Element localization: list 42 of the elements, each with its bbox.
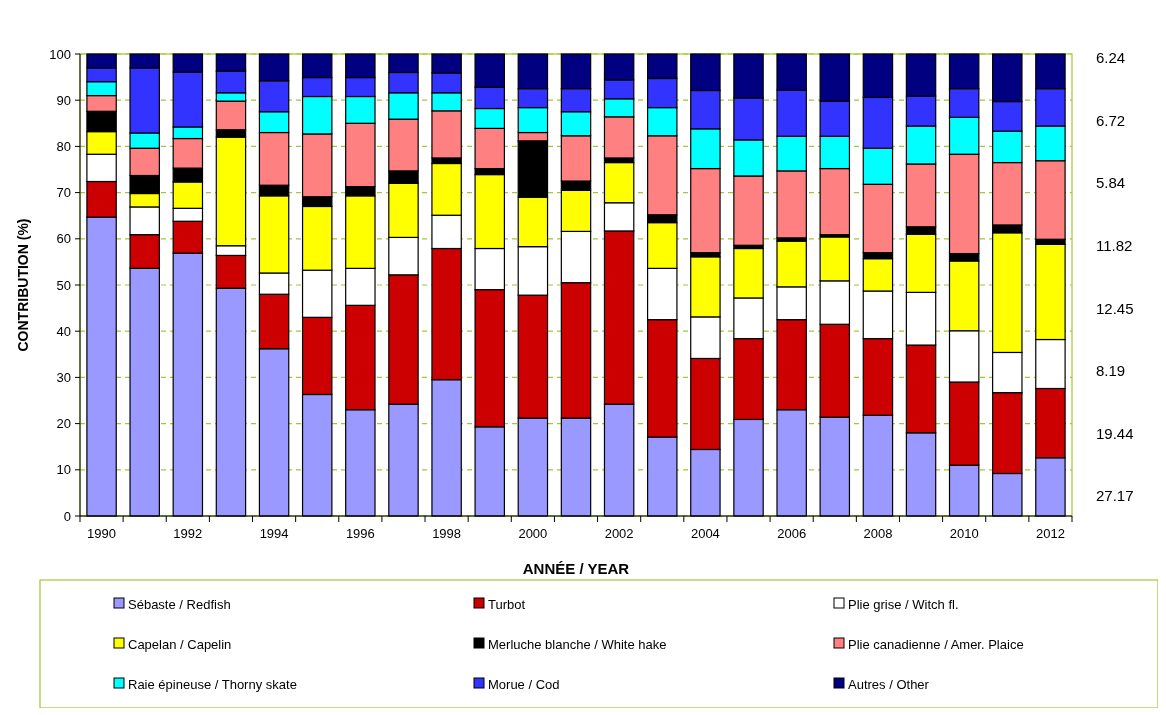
x-tick-label: 1996 (345, 526, 375, 541)
y-tick-label: 50 (56, 277, 71, 293)
text: 12.45 (1096, 299, 1134, 317)
y-tick-label: 10 (56, 462, 71, 478)
y-tick-label: 20 (56, 416, 71, 432)
legend-label: Capelan / Capelin (128, 636, 232, 652)
y-tick-label: 90 (56, 92, 71, 108)
x-tick-label: 1998 (432, 526, 462, 541)
text: 6.24 (1096, 49, 1126, 67)
text: 6.72 (1096, 111, 1126, 129)
x-tick-label: 2000 (518, 526, 548, 541)
x-tick-label: 2002 (604, 526, 634, 541)
x-tick-label: 2004 (690, 526, 720, 541)
legend-label: Raie épineuse / Thorny skate (128, 676, 297, 692)
x-tick-label: 2008 (863, 526, 893, 541)
legend-label: Plie grise / Witch fl. (848, 596, 959, 612)
text: 19.44 (1096, 424, 1134, 442)
y-tick-label: 40 (56, 323, 71, 339)
text: 5.84 (1096, 174, 1126, 192)
y-axis-title: CONTRIBUTION (%) (15, 218, 31, 352)
x-tick-label: 2006 (777, 526, 807, 541)
x-tick-label: 2012 (1035, 526, 1065, 541)
legend-label: Autres / Other (848, 676, 930, 692)
text: 11.82 (1096, 236, 1133, 254)
text: 8.19 (1096, 362, 1126, 380)
y-tick-label: 30 (56, 369, 71, 385)
y-tick-label: 0 (63, 508, 71, 524)
y-tick-label: 60 (56, 231, 71, 247)
x-tick-label: 1990 (87, 526, 117, 541)
y-tick-label: 70 (56, 185, 71, 201)
legend-label: Morue / Cod (488, 676, 560, 692)
text: 27.17 (1096, 487, 1134, 505)
legend-label: Plie canadienne / Amer. Plaice (848, 636, 1024, 652)
x-axis-title: ANNÉE / YEAR (522, 560, 630, 577)
legend-label: Turbot (488, 596, 526, 612)
y-tick-label: 80 (56, 138, 71, 154)
legend-label: Merluche blanche / White hake (488, 636, 667, 652)
y-tick-label: 100 (49, 46, 71, 62)
x-tick-label: 1994 (259, 526, 289, 541)
legend-label: Sébaste / Redfish (128, 596, 231, 612)
x-tick-label: 1992 (173, 526, 203, 541)
x-tick-label: 2010 (949, 526, 979, 541)
